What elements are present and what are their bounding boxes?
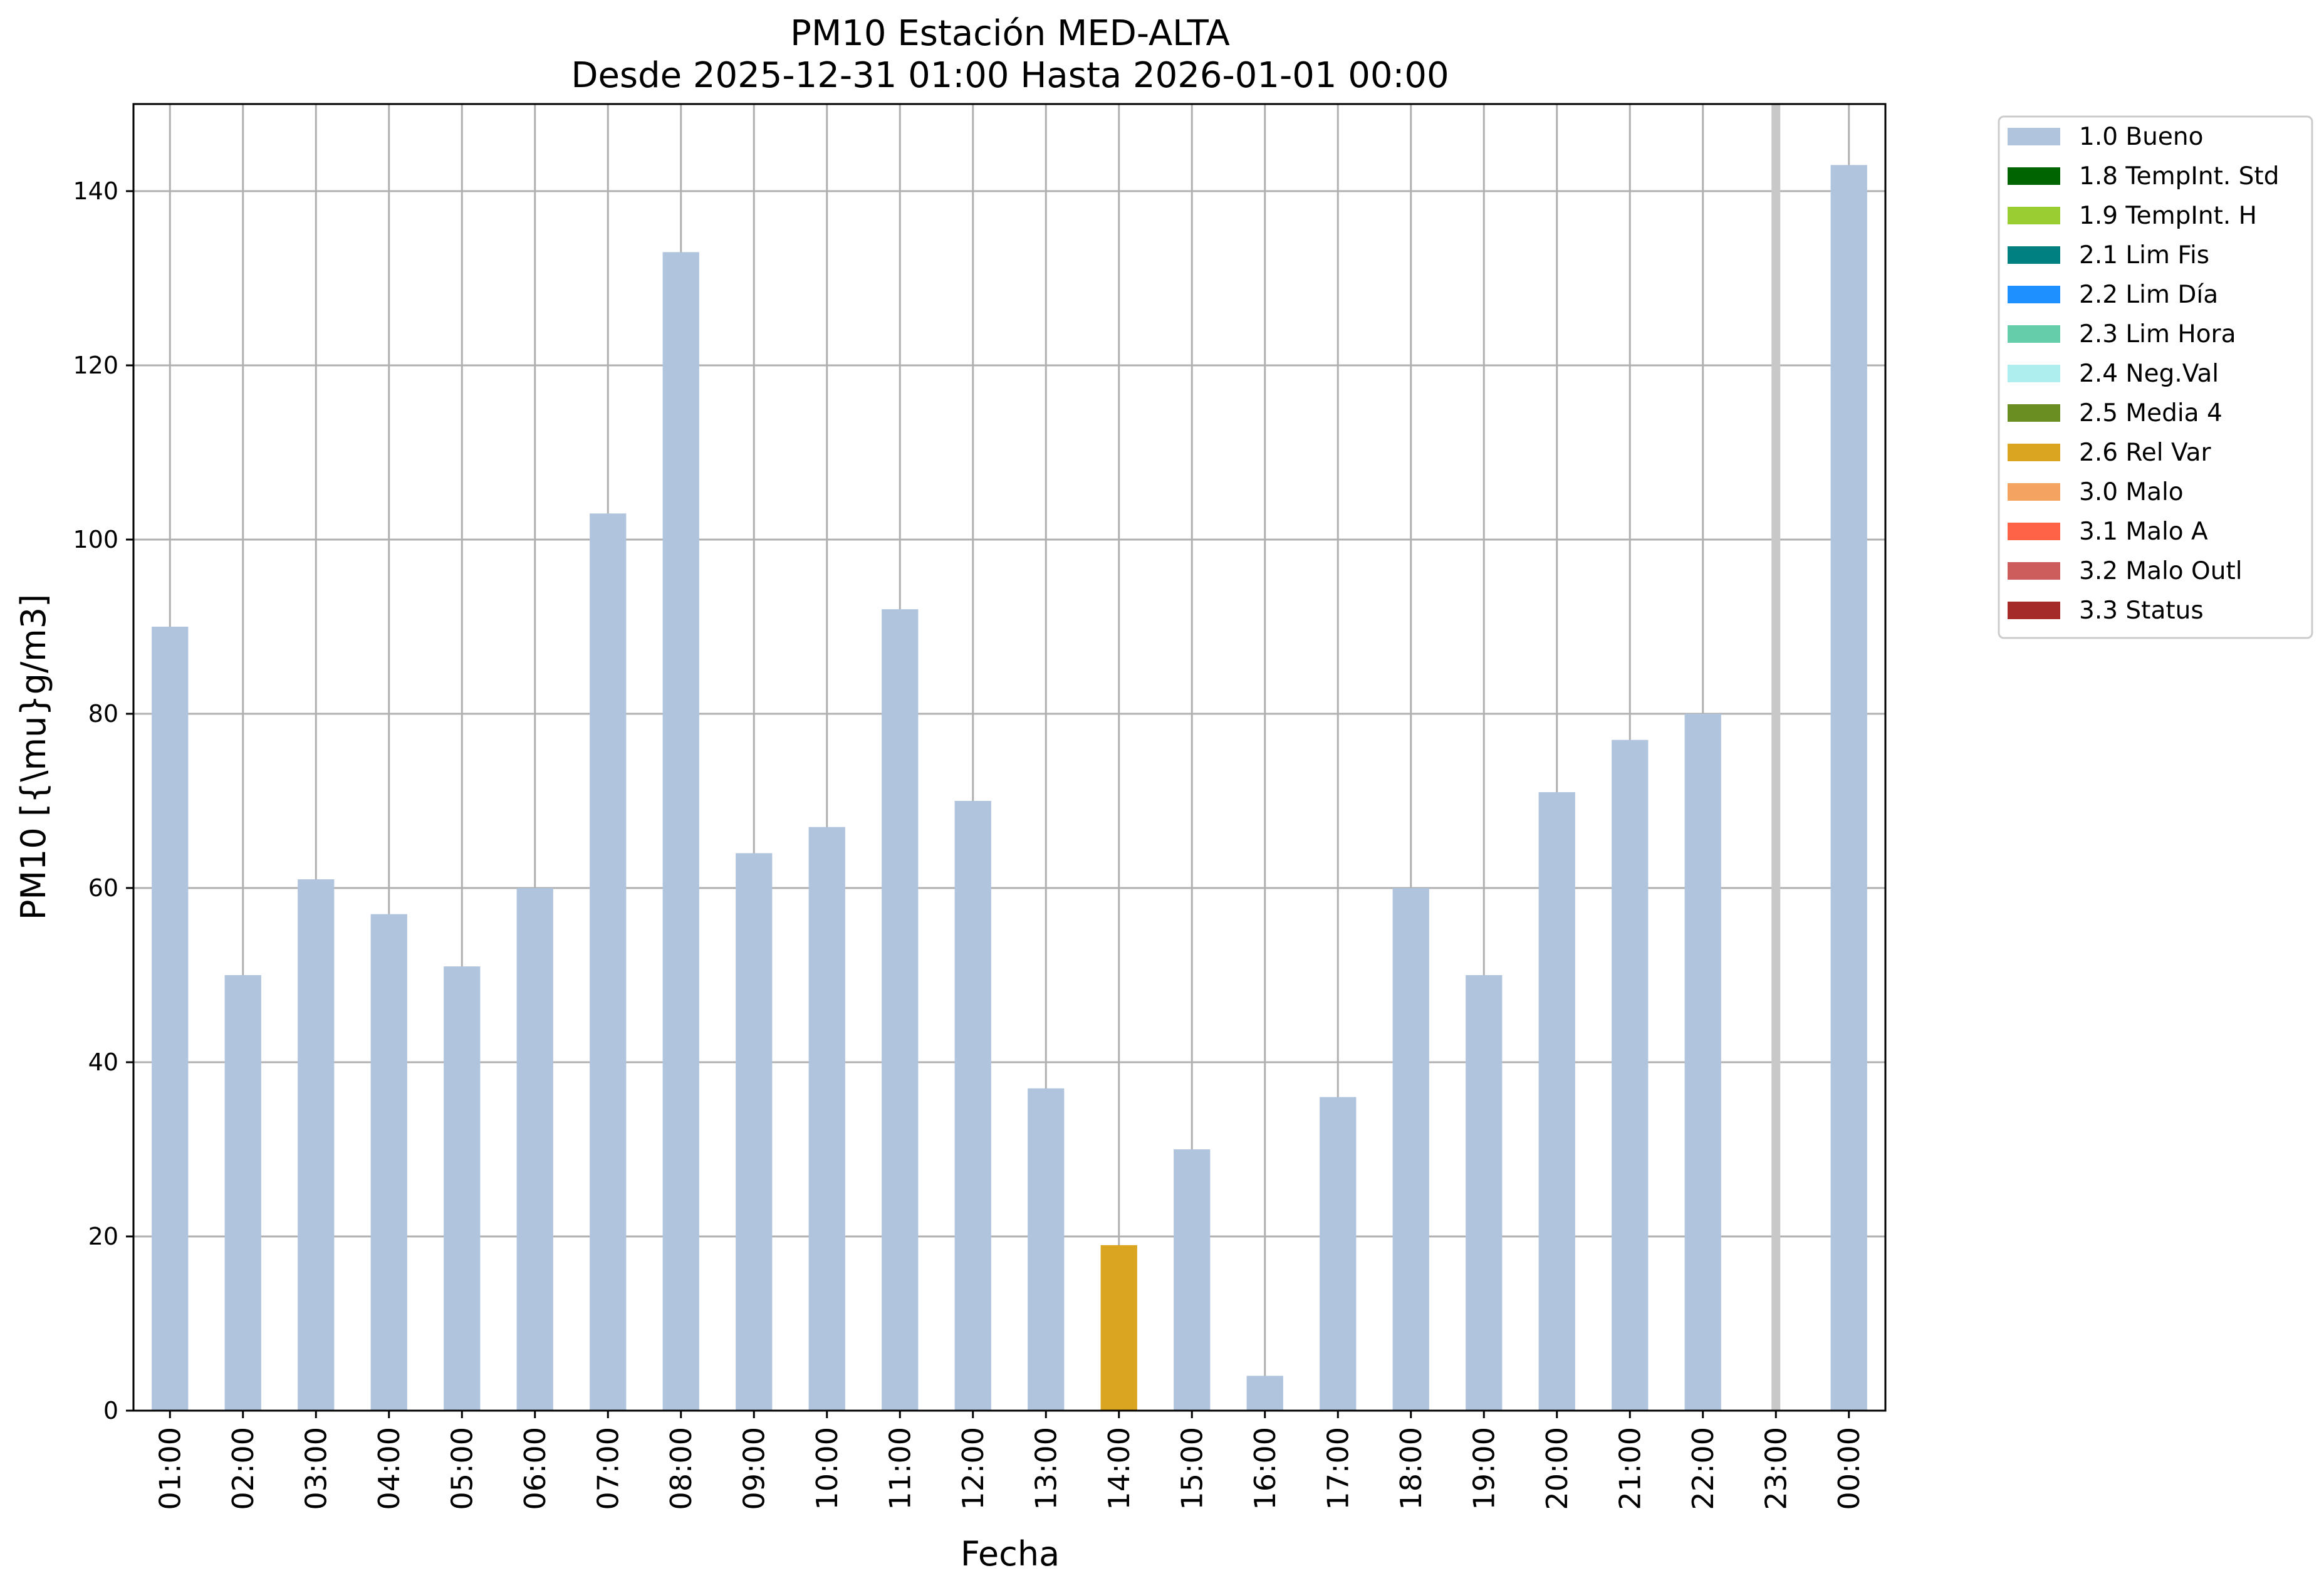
x-tick-label: 12:00 — [956, 1427, 990, 1510]
legend-label: 3.0 Malo — [2079, 478, 2184, 506]
bar-1600 — [1246, 1376, 1283, 1411]
legend-label: 2.1 Lim Fis — [2079, 241, 2209, 269]
x-tick-label: 18:00 — [1394, 1427, 1428, 1510]
legend: 1.0 Bueno 1.8 TempInt. Std 1.9 TempInt. H 2… — [1998, 115, 2313, 639]
x-tick-label: 07:00 — [591, 1427, 625, 1510]
x-tick-label: 13:00 — [1029, 1427, 1063, 1510]
bars — [152, 104, 1867, 1411]
bar-0900 — [736, 853, 773, 1411]
y-axis-label: PM10 [{\mu}g/m3] — [14, 594, 53, 920]
bar-0700 — [590, 513, 627, 1411]
x-tick-label: 10:00 — [810, 1427, 844, 1510]
bar-0300 — [298, 879, 335, 1411]
bar-1000 — [808, 827, 845, 1411]
y-tick-label: 20 — [88, 1223, 118, 1250]
x-tick-label: 23:00 — [1759, 1427, 1793, 1510]
legend-label: 1.9 TempInt. H — [2079, 202, 2257, 230]
legend-label: 2.2 Lim Día — [2079, 281, 2218, 309]
bar-2200 — [1684, 714, 1721, 1411]
x-axis-ticks: 01:00 02:00 03:00 04:00 05:00 06:00 07:00 08:00… — [153, 1411, 1866, 1510]
bar-0100 — [152, 627, 189, 1411]
legend-swatch — [2008, 246, 2060, 264]
bar-1700 — [1320, 1097, 1357, 1411]
legend-swatch — [2008, 523, 2060, 540]
legend-label: 3.1 Malo A — [2079, 518, 2208, 546]
y-tick-label: 80 — [88, 700, 118, 728]
bar-1200 — [954, 801, 991, 1411]
legend-swatch — [2008, 404, 2060, 422]
y-tick-label: 0 — [103, 1397, 118, 1424]
legend-frame — [1998, 115, 2313, 639]
y-tick-label: 60 — [88, 874, 118, 902]
legend-label: 1.8 TempInt. Std — [2079, 162, 2279, 191]
legend-swatch — [2008, 128, 2060, 145]
x-tick-label: 06:00 — [518, 1427, 552, 1510]
bar-2000 — [1538, 792, 1575, 1411]
x-tick-label: 01:00 — [153, 1427, 187, 1510]
x-tick-label: 19:00 — [1467, 1427, 1501, 1510]
bar-0800 — [662, 252, 699, 1411]
legend-swatch — [2008, 562, 2060, 580]
y-tick-label: 140 — [73, 177, 118, 205]
legend-swatch — [2008, 286, 2060, 303]
x-tick-label: 04:00 — [372, 1427, 406, 1510]
x-tick-label: 11:00 — [883, 1427, 917, 1510]
bar-0500 — [444, 966, 481, 1411]
y-tick-label: 120 — [73, 352, 118, 379]
x-tick-label: 22:00 — [1686, 1427, 1720, 1510]
legend-swatch — [2008, 444, 2060, 461]
legend-swatch — [2008, 325, 2060, 343]
legend-swatch — [2008, 167, 2060, 185]
bar-1300 — [1028, 1088, 1065, 1411]
legend-swatch — [2008, 365, 2060, 382]
legend-swatch — [2008, 602, 2060, 619]
bar-0000 — [1830, 165, 1867, 1411]
x-tick-label: 00:00 — [1832, 1427, 1866, 1510]
x-tick-label: 21:00 — [1613, 1427, 1647, 1510]
bar-1500 — [1174, 1149, 1211, 1411]
legend-swatch — [2008, 207, 2060, 224]
bar-1900 — [1466, 975, 1503, 1411]
legend-label: 3.3 Status — [2079, 597, 2204, 625]
x-tick-label: 03:00 — [299, 1427, 333, 1510]
legend-label: 1.0 Bueno — [2079, 123, 2203, 151]
bar-0400 — [370, 914, 407, 1411]
plot-frame — [132, 103, 1887, 1412]
legend-swatch — [2008, 483, 2060, 501]
legend-label: 2.3 Lim Hora — [2079, 320, 2236, 348]
x-tick-label: 20:00 — [1540, 1427, 1574, 1510]
bar-0600 — [516, 888, 553, 1411]
y-tick-label: 40 — [88, 1048, 118, 1076]
bar-2100 — [1612, 739, 1649, 1411]
x-tick-label: 09:00 — [737, 1427, 771, 1510]
x-tick-label: 02:00 — [226, 1427, 260, 1510]
chart-title-line1: PM10 Estación MED-ALTA — [790, 13, 1230, 54]
bar-1100 — [882, 609, 919, 1411]
x-tick-label: 14:00 — [1102, 1427, 1136, 1510]
legend-label: 2.4 Neg.Val — [2079, 360, 2219, 388]
bar-1800 — [1392, 888, 1429, 1411]
x-tick-label: 08:00 — [664, 1427, 698, 1510]
missing-data-marker — [1771, 104, 1781, 1411]
x-tick-label: 16:00 — [1248, 1427, 1282, 1510]
x-tick-label: 05:00 — [445, 1427, 479, 1510]
x-tick-label: 17:00 — [1321, 1427, 1355, 1510]
bar-0200 — [224, 975, 261, 1411]
legend-label: 3.2 Malo Outl — [2079, 557, 2243, 585]
y-axis-ticks: 0 20 40 60 80 100 120 140 — [73, 177, 133, 1424]
legend-label: 2.6 Rel Var — [2079, 439, 2212, 467]
bar-1400 — [1100, 1245, 1137, 1411]
chart-title-line2: Desde 2025-12-31 01:00 Hasta 2026-01-01 … — [571, 55, 1449, 96]
legend-label: 2.5 Media 4 — [2079, 399, 2222, 427]
x-tick-label: 15:00 — [1175, 1427, 1209, 1510]
y-tick-label: 100 — [73, 526, 118, 553]
x-axis-label: Fecha — [961, 1534, 1060, 1574]
